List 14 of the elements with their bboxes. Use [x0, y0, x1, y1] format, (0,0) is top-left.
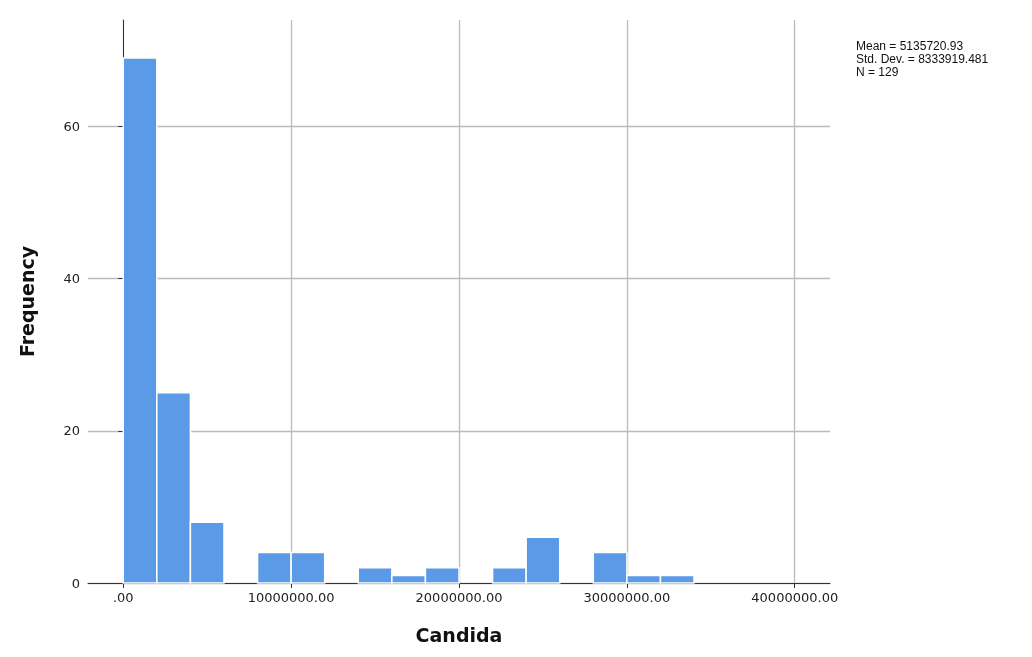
- y-tick-label: 40: [63, 271, 80, 287]
- x-axis-title: Candida: [415, 623, 503, 646]
- x-tick-label: 30000000.00: [583, 590, 671, 605]
- x-tick-label: 20000000.00: [415, 590, 503, 605]
- text: Mean = 5135720.93: [856, 39, 964, 53]
- x-tick-label: .00: [112, 590, 134, 605]
- y-tick-label: 20: [63, 423, 80, 439]
- text: N = 129: [856, 65, 899, 79]
- y-tick-label: 0: [71, 575, 80, 591]
- x-tick-label: 10000000.00: [247, 590, 335, 605]
- y-axis-title: Frequency: [15, 245, 38, 358]
- y-tick-label: 60: [63, 119, 80, 135]
- x-tick-label: 40000000.00: [751, 590, 839, 605]
- text: Std. Dev. = 8333919.481: [856, 52, 989, 66]
